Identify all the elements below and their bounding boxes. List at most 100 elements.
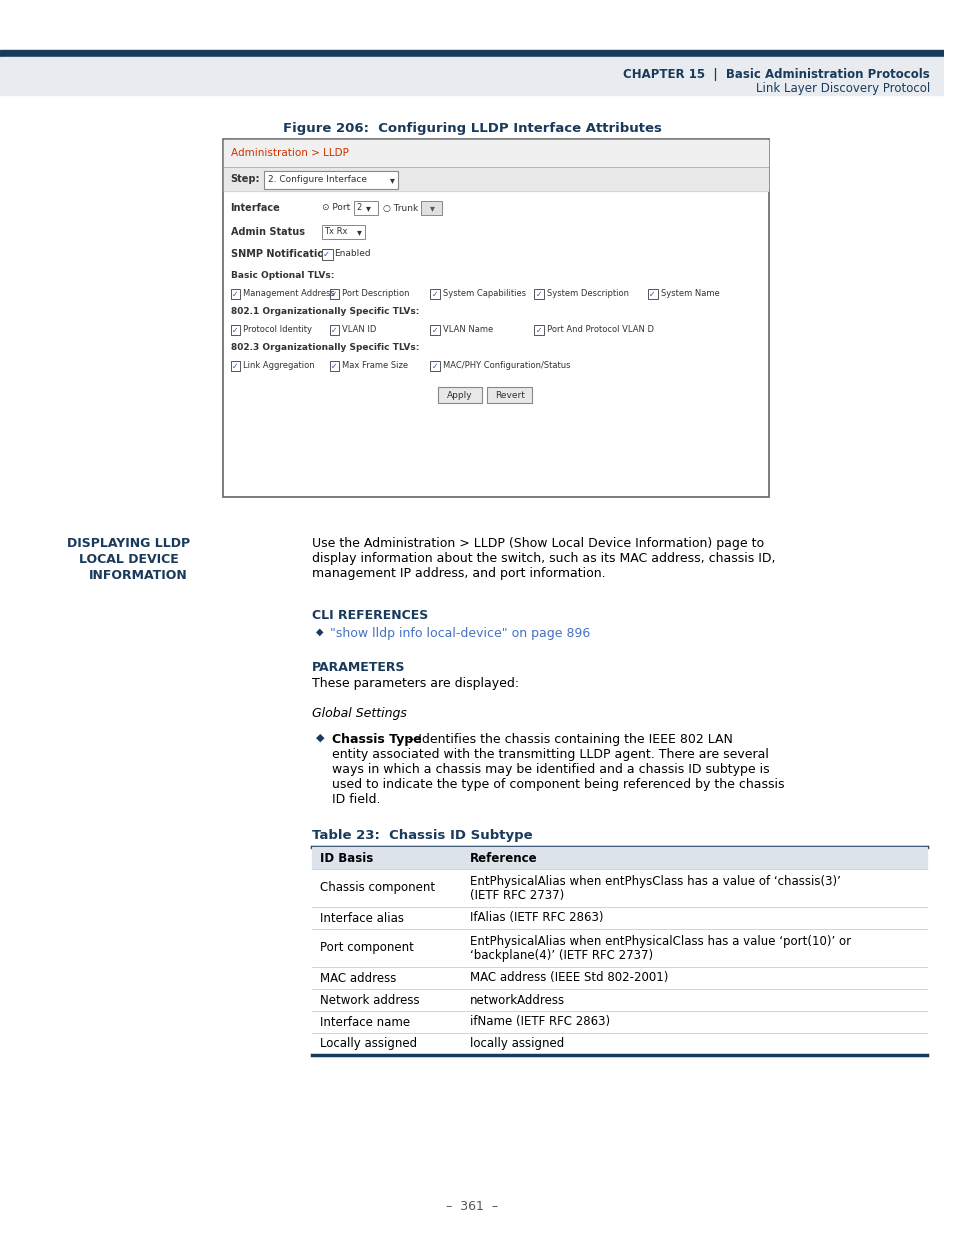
Text: ways in which a chassis may be identified and a chassis ID subtype is: ways in which a chassis may be identifie… [332,763,768,776]
Bar [312,967,926,989]
Text: Admin Status: Admin Status [231,227,304,237]
Text: ✓: ✓ [330,326,336,335]
Bar [312,989,926,1011]
Bar [534,325,544,335]
Text: ✓: ✓ [648,289,655,299]
Text: PARAMETERS: PARAMETERS [312,661,405,674]
Bar [534,289,544,299]
Text: ✓: ✓ [330,362,336,370]
Text: Tx Rx: Tx Rx [323,227,347,236]
Text: display information about the switch, such as its MAC address, chassis ID,: display information about the switch, su… [312,552,775,564]
Text: Management Address: Management Address [243,289,335,299]
Text: ◆: ◆ [315,627,323,637]
Text: Interface: Interface [231,203,280,212]
Text: Revert: Revert [495,390,524,399]
Bar [264,170,397,189]
Text: Table 23:  Chassis ID Subtype: Table 23: Chassis ID Subtype [312,829,532,842]
Text: Interface alias: Interface alias [319,911,403,925]
Bar [321,225,365,240]
Bar [312,847,926,869]
Text: Use the Administration > LLDP (Show Local Device Information) page to: Use the Administration > LLDP (Show Loca… [312,537,763,550]
Text: DISPLAYING LLDP: DISPLAYING LLDP [68,537,191,550]
Text: ▾: ▾ [366,203,371,212]
Bar [231,289,240,299]
Bar [0,0,943,49]
Bar [430,289,440,299]
Text: Protocol Identity: Protocol Identity [243,326,313,335]
Bar [312,929,926,967]
Text: Figure 206:  Configuring LLDP Interface Attributes: Figure 206: Configuring LLDP Interface A… [282,122,660,135]
Text: INFORMATION: INFORMATION [89,569,188,582]
Text: used to indicate the type of component being referenced by the chassis: used to indicate the type of component b… [332,778,783,790]
Text: ID field.: ID field. [332,793,379,806]
Bar [231,325,240,335]
Text: ▾: ▾ [390,175,395,185]
Text: Port Description: Port Description [342,289,410,299]
Text: ◆: ◆ [315,734,324,743]
Bar [321,249,333,261]
Text: management IP address, and port information.: management IP address, and port informat… [312,567,605,580]
Text: ✓: ✓ [232,326,237,335]
Text: Basic Optional TLVs:: Basic Optional TLVs: [231,270,334,279]
Text: Chassis Type: Chassis Type [332,734,421,746]
Text: EntPhysicalAlias when entPhysClass has a value of ‘chassis(3)’: EntPhysicalAlias when entPhysClass has a… [470,874,840,888]
Text: EntPhysicalAlias when entPhysicalClass has a value ‘port(10)’ or: EntPhysicalAlias when entPhysicalClass h… [470,935,850,947]
Bar [0,57,943,95]
Text: ✓: ✓ [535,326,541,335]
Bar [0,49,943,57]
Text: System Description: System Description [547,289,629,299]
Text: 802.3 Organizationally Specific TLVs:: 802.3 Organizationally Specific TLVs: [231,343,418,352]
Text: ✓: ✓ [232,289,237,299]
Bar [312,869,926,906]
Text: ‘backplane(4)’ (IETF RFC 2737): ‘backplane(4)’ (IETF RFC 2737) [470,948,653,962]
Text: 802.1 Organizationally Specific TLVs:: 802.1 Organizationally Specific TLVs: [231,308,418,316]
Text: ⊙ Port: ⊙ Port [321,204,350,212]
Bar [223,168,767,191]
Text: (IETF RFC 2737): (IETF RFC 2737) [470,888,564,902]
Text: ▾: ▾ [356,227,362,237]
Bar [223,140,767,167]
Bar [312,1032,926,1055]
Text: Enabled: Enabled [335,249,371,258]
Bar [486,387,532,403]
Text: ✓: ✓ [535,289,541,299]
Bar [329,361,339,370]
Text: CHAPTER 15  |  Basic Administration Protocols: CHAPTER 15 | Basic Administration Protoc… [623,68,929,82]
Text: IfAlias (IETF RFC 2863): IfAlias (IETF RFC 2863) [470,911,603,925]
Text: VLAN Name: VLAN Name [443,326,493,335]
Text: ifName (IETF RFC 2863): ifName (IETF RFC 2863) [470,1015,610,1029]
Text: Chassis component: Chassis component [319,882,435,894]
Bar [222,140,768,496]
Text: Max Frame Size: Max Frame Size [342,362,408,370]
Text: entity associated with the transmitting LLDP agent. There are several: entity associated with the transmitting … [332,748,767,761]
Text: locally assigned: locally assigned [470,1037,564,1051]
Bar [420,201,442,215]
Bar [329,289,339,299]
Text: networkAddress: networkAddress [470,993,564,1007]
Text: ✓: ✓ [431,362,437,370]
Text: MAC/PHY Configuration/Status: MAC/PHY Configuration/Status [443,362,570,370]
Text: ✓: ✓ [431,289,437,299]
Text: ID Basis: ID Basis [319,851,373,864]
Text: 2: 2 [355,204,361,212]
Text: SNMP Notification: SNMP Notification [231,249,331,259]
Text: These parameters are displayed:: These parameters are displayed: [312,677,518,690]
Text: ○ Trunk: ○ Trunk [382,204,417,212]
Text: 2. Configure Interface: 2. Configure Interface [268,175,367,184]
Bar [312,1011,926,1032]
Text: Interface name: Interface name [319,1015,410,1029]
Text: Administration > LLDP: Administration > LLDP [231,148,348,158]
Bar [438,387,481,403]
Text: System Capabilities: System Capabilities [443,289,526,299]
Text: –  361  –: – 361 – [445,1200,497,1214]
Text: ✓: ✓ [330,289,336,299]
Text: Port component: Port component [319,941,413,955]
Bar [430,325,440,335]
Bar [354,201,377,215]
Bar [647,289,658,299]
Text: Locally assigned: Locally assigned [319,1037,416,1051]
Text: MAC address: MAC address [319,972,395,984]
Text: ▾: ▾ [429,203,434,212]
Text: Global Settings: Global Settings [312,706,406,720]
Text: Network address: Network address [319,993,418,1007]
